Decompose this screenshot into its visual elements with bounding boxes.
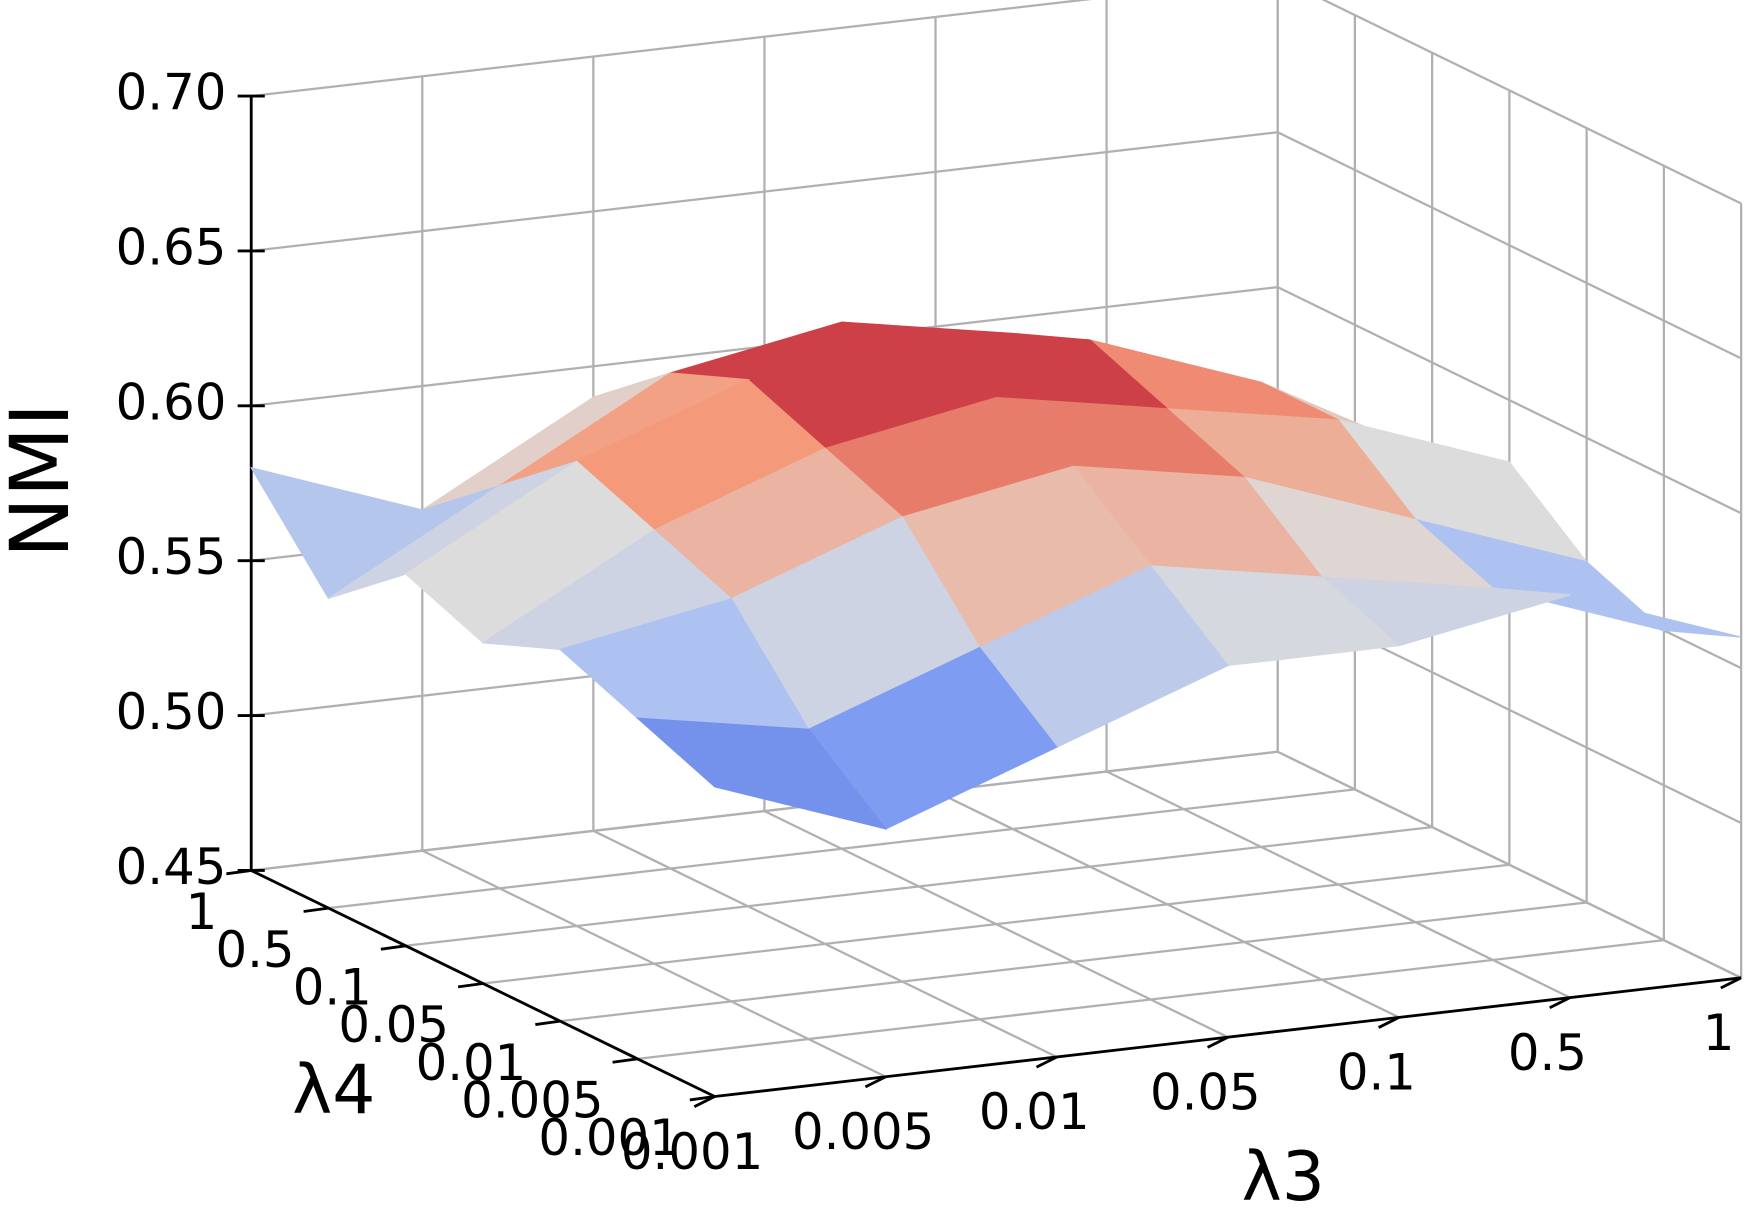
z-tick-label: 0.50 [116, 683, 227, 741]
y-axis-label: λ4 [292, 1050, 375, 1129]
wall-grid-line [1277, 286, 1742, 515]
floor-grid-line [328, 788, 1356, 910]
x-tick-label: 0.01 [979, 1083, 1090, 1141]
z-tick-label: 0.70 [116, 64, 227, 122]
wall-grid-line [251, 750, 1278, 872]
wall-grid-line [1321, 0, 1742, 205]
x-tick-label: 0.005 [792, 1103, 934, 1161]
x-tick-label: 0.001 [621, 1123, 763, 1181]
y-tick-label: 0.5 [215, 921, 294, 979]
x-tick [864, 1075, 887, 1089]
x-tick [1720, 976, 1742, 990]
z-tick-label: 0.65 [116, 218, 227, 276]
y-tick-label: 0.01 [416, 1034, 527, 1092]
y-tick [303, 906, 329, 913]
x-tick [1206, 1035, 1229, 1049]
floor-grid-line [405, 825, 1433, 947]
x-tick-label: 1 [1703, 1004, 1735, 1062]
y-tick [380, 944, 406, 951]
wall-grid-line [1277, 750, 1742, 979]
floor-grid-line [637, 939, 1665, 1060]
z-axis-label: NMI [0, 403, 88, 558]
wall-grid-line [251, 131, 1278, 253]
y-tick-label: 1 [186, 883, 218, 941]
z-tick-label: 0.55 [116, 528, 227, 586]
y-tick-label: 0.005 [461, 1072, 603, 1130]
y-tick-label: 0.001 [538, 1109, 680, 1167]
x-tick-label: 0.5 [1508, 1024, 1587, 1082]
x-axis-label: λ3 [1242, 1137, 1325, 1216]
x-tick-label: 0.05 [1150, 1063, 1261, 1121]
y-tick [457, 982, 484, 989]
floor-grid-line [482, 863, 1510, 985]
x-tick [1035, 1055, 1058, 1069]
z-tick-label: 0.45 [116, 838, 227, 896]
x-tick [1549, 996, 1571, 1010]
z-tick-label: 0.60 [116, 373, 227, 431]
x-tick [1378, 1016, 1400, 1029]
y-tick-label: 0.1 [293, 959, 372, 1017]
y-tick [689, 1095, 715, 1102]
y-tick-label: 0.05 [338, 996, 449, 1054]
floor-grid-line [560, 901, 1587, 1023]
surface-patch [635, 717, 888, 830]
y-tick [612, 1057, 638, 1064]
y-tick [535, 1019, 561, 1026]
wall-grid-line [251, 0, 1092, 98]
y-tick [226, 869, 252, 876]
x-tick-label: 0.1 [1337, 1044, 1416, 1102]
wall-grid-line [1277, 131, 1742, 360]
